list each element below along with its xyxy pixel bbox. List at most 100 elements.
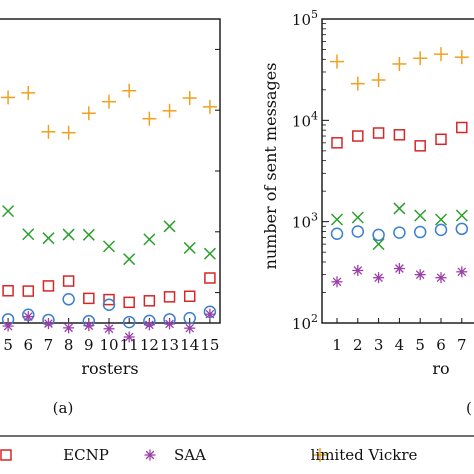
left-x-tick-label: 5 [3,336,13,354]
left-point-cross_series [143,233,156,246]
legend-marker-limited_vickrey [313,448,327,462]
left-point-ECNP [22,285,35,297]
right-panel-label-fragment: ( [466,399,472,417]
right-point-limited_vickrey [413,51,428,66]
left-point-ECNP [62,275,75,287]
left-x-tick-label: 12 [140,336,159,354]
left-point-limited_vickrey [61,125,76,140]
left-point-SAA [42,318,54,330]
legend-label-limited_vickrey: limited Vickre [311,446,418,464]
left-point-SAA [22,311,34,323]
right-point-SAA [393,263,405,275]
left-point-ECNP [123,296,135,309]
left-data-marks [1,83,217,343]
left-x-tick-label: 11 [120,336,139,354]
left-x-ticks: 5 6 7 8 9 10 11 12 13 14 15 [3,48,220,354]
right-point-ECNP [435,133,447,146]
right-point-ECNP [331,137,343,149]
left-point-cross_series [102,240,116,253]
legend: ECNP SAA limited Vickre [0,446,418,464]
right-point-ECNP [372,127,385,139]
left-point-limited_vickrey [202,99,217,114]
left-point-cross_series [203,247,216,260]
right-point-circle_series [330,227,344,240]
right-point-circle_series [434,223,448,237]
left-x-tick-label: 13 [160,336,179,354]
left-point-circle_series [122,315,136,329]
left-plot-frame [0,18,221,324]
right-point-circle_series [393,226,406,239]
right-x-tick-label: 2 [353,336,363,354]
left-point-limited_vickrey [142,111,157,126]
right-x-axis-label: ro [432,359,449,378]
left-point-ECNP [42,280,55,292]
right-y-axis-label: number of sent messages [261,63,280,270]
left-point-limited_vickrey [122,83,137,98]
right-point-circle_series [413,225,427,239]
right-y-tick-label: 104 [292,109,318,130]
left-point-SAA [123,331,135,343]
left-point-SAA [204,308,216,320]
right-point-circle_series [372,228,385,242]
right-point-cross_series [330,213,344,226]
right-point-limited_vickrey [434,47,448,62]
left-point-ECNP [143,295,156,307]
left-x-tick-label: 6 [23,336,33,354]
right-point-ECNP [456,121,468,134]
left-point-cross_series [163,220,176,233]
right-point-limited_vickrey [330,54,344,69]
right-point-SAA [456,266,468,278]
right-point-cross_series [351,211,364,224]
left-point-SAA [2,320,14,332]
left-point-ECNP [103,293,115,306]
left-x-axis-label: rosters [81,359,138,378]
right-y-tick-label: 102 [292,312,318,333]
left-point-cross_series [183,241,196,254]
left-x-tick-label: 7 [44,336,54,354]
left-point-SAA [164,318,176,330]
left-point-ECNP [83,292,95,305]
right-point-ECNP [393,129,406,141]
left-point-limited_vickrey [81,106,96,121]
left-point-cross_series [42,232,55,245]
legend-marker-SAA [144,449,156,461]
left-point-ECNP [2,285,14,297]
right-point-ECNP [414,140,426,152]
right-y-tick-label: 103 [292,211,318,232]
right-point-cross_series [455,209,468,222]
left-point-cross_series [22,228,35,241]
left-point-SAA [184,322,196,334]
left-x-tick-label: 9 [84,336,94,354]
right-point-limited_vickrey [392,56,407,71]
right-x-tick-label: 1 [332,336,342,354]
right-x-tick-label: 5 [415,336,425,354]
legend-label-ECNP: ECNP [63,446,109,464]
left-point-cross_series [2,205,15,218]
right-x-tick-label: 6 [436,336,446,354]
right-point-cross_series [434,213,448,226]
left-point-cross_series [123,253,136,266]
right-y-ticks: 102 103 104 105 [292,8,329,333]
right-point-limited_vickrey [454,50,469,65]
right-x-tick-label: 3 [374,336,384,354]
right-point-cross_series [372,238,385,251]
right-point-cross_series [393,202,406,215]
left-panel-label: (a) [53,399,74,417]
right-point-SAA [352,264,364,276]
right-point-cross_series [414,209,427,222]
right-point-circle_series [351,225,365,238]
legend-box [0,435,474,437]
legend-label-SAA: SAA [174,446,206,464]
right-point-circle_series [455,222,469,236]
left-point-cross_series [82,228,95,241]
right-x-tick-label: 4 [395,336,405,354]
left-point-SAA [143,319,155,331]
left-point-SAA [103,323,115,335]
left-point-limited_vickrey [1,90,16,105]
left-point-SAA [63,322,75,334]
left-x-tick-label: 14 [180,336,199,354]
left-point-limited_vickrey [102,94,116,109]
left-point-SAA [83,320,95,332]
left-point-circle_series [62,293,75,306]
